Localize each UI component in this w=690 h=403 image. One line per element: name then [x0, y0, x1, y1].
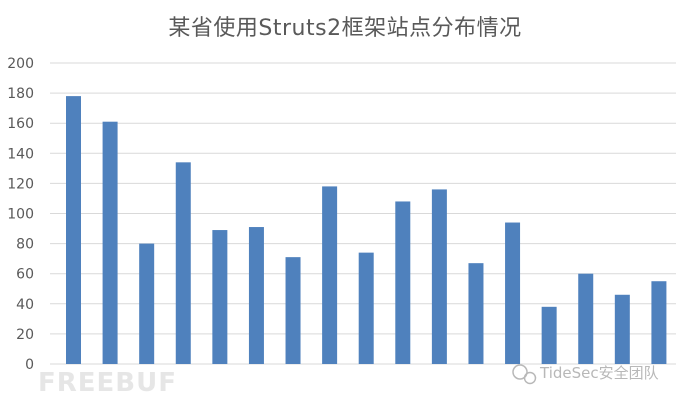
bar-13 [505, 222, 521, 364]
bar-9 [358, 252, 374, 364]
bar-16 [614, 294, 630, 364]
bar-14 [541, 306, 557, 364]
bar-4 [175, 162, 191, 364]
bar-5 [212, 230, 228, 364]
watermark-text: TideSec安全团队 [539, 364, 659, 382]
y-axis-ticks: 0 20 40 60 80 100 120 140 160 180 200 [7, 56, 34, 373]
y-tick-label-180: 180 [7, 86, 34, 102]
bar-1 [66, 96, 81, 365]
y-tick-label-80: 80 [16, 237, 34, 253]
y-tick-label-20: 20 [16, 327, 34, 343]
bar-10 [395, 201, 411, 364]
y-tick-label-0: 0 [25, 357, 34, 373]
y-tick-label-200: 200 [7, 56, 34, 72]
bar-17 [651, 281, 667, 364]
chart-title: 某省使用Struts2框架站点分布情况 [168, 16, 522, 41]
bar-3 [139, 243, 155, 364]
bar-6 [248, 227, 264, 364]
y-tick-label-120: 120 [7, 176, 34, 192]
bar-15 [578, 273, 594, 364]
bar-8 [322, 186, 338, 364]
y-tick-label-60: 60 [16, 267, 34, 283]
wechat-icon [512, 364, 537, 385]
bar-2 [102, 121, 118, 364]
y-tick-label-40: 40 [16, 297, 34, 313]
y-tick-label-160: 160 [7, 116, 34, 132]
bars [66, 96, 667, 365]
bar-11 [431, 189, 447, 364]
freebuf-watermark-logo: FREEBUF [38, 368, 177, 398]
bar-12 [468, 263, 484, 364]
y-tick-label-140: 140 [7, 146, 34, 162]
y-tick-label-100: 100 [7, 207, 34, 223]
bar-7 [285, 257, 301, 364]
